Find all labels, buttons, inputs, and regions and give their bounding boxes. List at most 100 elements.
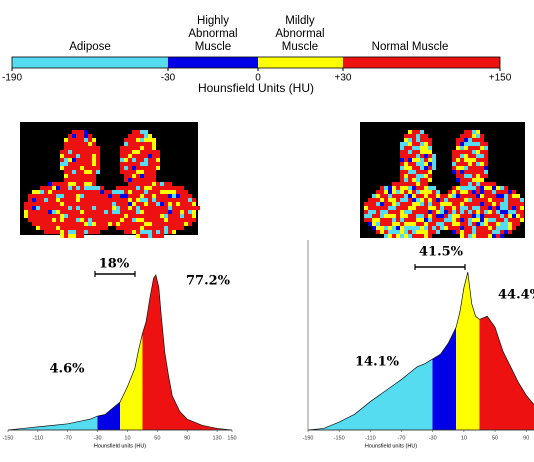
ct-pixel [480, 182, 484, 186]
ct-pixel [156, 202, 160, 206]
ct-pixel [148, 150, 152, 154]
ct-pixel [432, 166, 436, 170]
ct-pixel [400, 170, 404, 174]
ct-pixel [176, 186, 180, 190]
ct-pixel [64, 230, 68, 234]
ct-pixel [428, 202, 432, 206]
ct-pixel [164, 222, 168, 226]
ct-pixel [132, 190, 136, 194]
ct-pixel [404, 146, 408, 150]
ct-pixel [84, 186, 88, 190]
ct-pixel [104, 218, 108, 222]
ct-pixel [144, 174, 148, 178]
ct-pixel [184, 206, 188, 210]
ct-pixel [376, 190, 380, 194]
ct-pixel [140, 234, 144, 238]
ct-pixel [492, 218, 496, 222]
ct-pixel [144, 234, 148, 238]
ct-pixel [148, 198, 152, 202]
ct-pixel [396, 202, 400, 206]
segment-name: Highly Abnormal Muscle [188, 15, 238, 53]
ct-pixel [76, 210, 80, 214]
ct-pixel [120, 202, 124, 206]
ct-pixel [92, 226, 96, 230]
ct-pixel [152, 230, 156, 234]
ct-pixel [396, 230, 400, 234]
ct-pixel [60, 234, 64, 238]
ct-pixel [136, 146, 140, 150]
ct-pixel [72, 174, 76, 178]
ct-pixel [400, 154, 404, 158]
colorbar-tick-label: -190 [2, 73, 22, 84]
ct-pixel [124, 162, 128, 166]
ct-pixel [112, 218, 116, 222]
ct-pixel [56, 182, 60, 186]
ct-pixel [136, 170, 140, 174]
ct-pixel [92, 194, 96, 198]
ct-pixel [56, 218, 60, 222]
ct-pixel [124, 150, 128, 154]
ct-pixel [512, 226, 516, 230]
ct-pixel [128, 166, 132, 170]
ct-pixel [176, 226, 180, 230]
ct-pixel [476, 230, 480, 234]
ct-pixel [392, 214, 396, 218]
ct-pixel [400, 174, 404, 178]
ct-pixel [128, 186, 132, 190]
ct-pixel [36, 222, 40, 226]
ct-pixel [488, 218, 492, 222]
ct-pixel [136, 214, 140, 218]
ct-pixel [52, 226, 56, 230]
ct-pixel [460, 134, 464, 138]
ct-pixel [112, 190, 116, 194]
ct-pixel [136, 226, 140, 230]
ct-pixel [52, 210, 56, 214]
ct-pixel [516, 202, 520, 206]
ct-pixel [132, 206, 136, 210]
ct-pixel [472, 222, 476, 226]
ct-pixel [364, 206, 368, 210]
ct-pixel [48, 194, 52, 198]
ct-pixel [408, 154, 412, 158]
ct-pixel [84, 182, 88, 186]
ct-pixel [24, 202, 28, 206]
ct-pixel [188, 194, 192, 198]
ct-pixel [136, 202, 140, 206]
ct-pixel [108, 206, 112, 210]
ct-pixel [28, 218, 32, 222]
ct-pixel [412, 138, 416, 142]
ct-pixel [64, 234, 68, 238]
ct-pixel [376, 218, 380, 222]
ct-pixel [392, 206, 396, 210]
ct-pixel [420, 198, 424, 202]
ct-pixel [412, 222, 416, 226]
ct-pixel [48, 218, 52, 222]
ct-pixel [392, 194, 396, 198]
ct-pixel [76, 194, 80, 198]
ct-pixel [128, 162, 132, 166]
ct-pixel [80, 230, 84, 234]
ct-pixel [144, 194, 148, 198]
ct-pixel [44, 190, 48, 194]
ct-pixel [84, 142, 88, 146]
ct-pixel [424, 150, 428, 154]
ct-pixel [44, 218, 48, 222]
ct-pixel [392, 198, 396, 202]
ct-pixel [444, 222, 448, 226]
ct-pixel [132, 218, 136, 222]
ct-pixel [424, 174, 428, 178]
ct-pixel [168, 186, 172, 190]
ct-pixel [132, 146, 136, 150]
ct-pixel [456, 222, 460, 226]
ct-pixel [92, 230, 96, 234]
ct-pixel [412, 170, 416, 174]
ct-pixel [68, 134, 72, 138]
ct-pixel [484, 158, 488, 162]
ct-pixel [128, 150, 132, 154]
ct-pixel [68, 162, 72, 166]
ct-pixel [44, 222, 48, 226]
ct-pixel [100, 194, 104, 198]
ct-pixel [464, 194, 468, 198]
ct-pixel [388, 202, 392, 206]
ct-pixel [100, 210, 104, 214]
